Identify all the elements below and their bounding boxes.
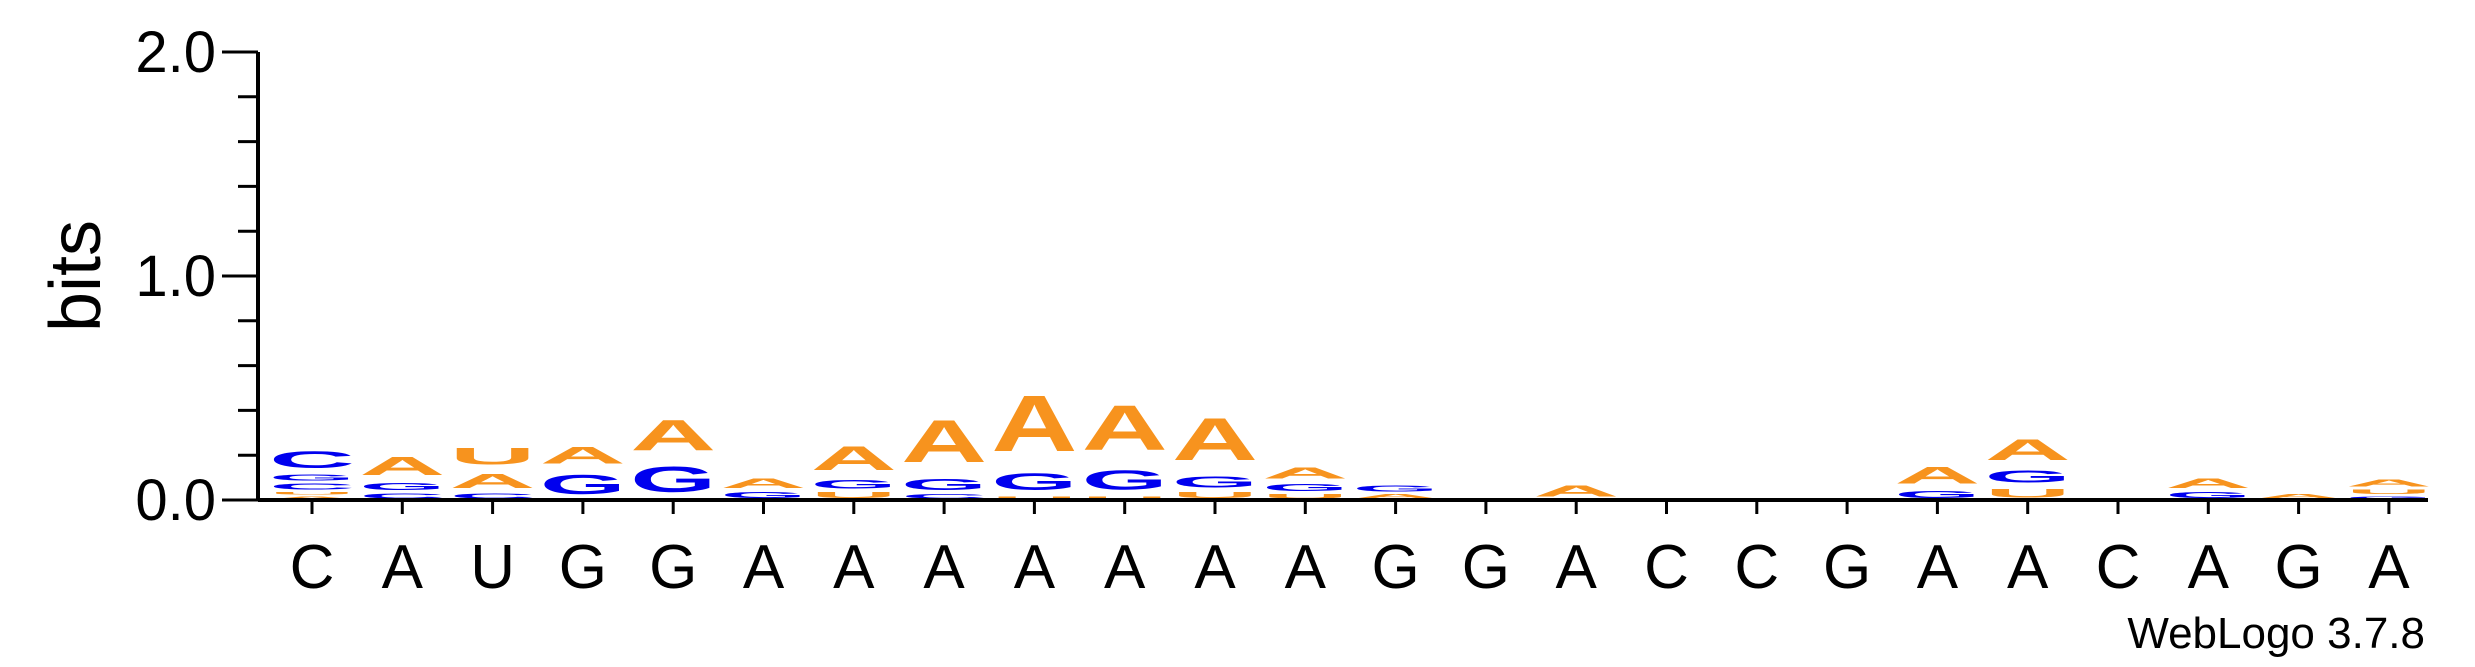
logo-letter-C: C (269, 446, 355, 473)
letter-stack: GUA (2346, 478, 2432, 500)
position-label: A (2007, 533, 2049, 602)
letter-stack: AG (1353, 484, 1439, 500)
letter-stack: UGA (1172, 406, 1258, 500)
logo-letter-A: A (540, 442, 626, 469)
position-label: G (1823, 533, 1871, 602)
y-axis-title: bits (36, 220, 116, 332)
letter-stack: A (1533, 482, 1619, 500)
position-label: G (1462, 533, 1510, 602)
logo-letter-G: G (1172, 473, 1258, 491)
position-label: C (1644, 533, 1689, 602)
logo-letter-G: G (1082, 464, 1168, 495)
position-label: A (1285, 533, 1327, 602)
logo-letter-G: G (630, 460, 716, 500)
position-label: C (2096, 533, 2141, 602)
logo-letter-A: A (1533, 482, 1619, 500)
logo-letter-C: C (269, 482, 355, 491)
logo-letter-A: A (811, 439, 897, 477)
y-tick-label: 0.0 (135, 468, 216, 533)
logo-letter-A: A (991, 379, 1077, 468)
logo-letter-A: A (1082, 393, 1168, 465)
position-label: U (470, 533, 515, 602)
position-label: G (1371, 533, 1419, 602)
logo-letter-A: A (721, 475, 807, 491)
position-label: A (833, 533, 875, 602)
position-label: A (1917, 533, 1959, 602)
letter-stack: UGA (1262, 464, 1348, 500)
logo-letter-G: G (1262, 482, 1348, 493)
logo-letter-U: U (269, 491, 355, 495)
logo-letter-A: A (630, 411, 716, 460)
logo-letter-G: G (540, 469, 626, 500)
logo-letter-A: A (1985, 433, 2071, 467)
logo-letter-A: A (359, 452, 445, 481)
position-label: A (2188, 533, 2230, 602)
logo-letter-A: A (2165, 475, 2251, 491)
letter-stack: GA (1894, 462, 1980, 500)
letter-stack: GA (540, 442, 626, 500)
logo-letter-A: A (1894, 462, 1980, 489)
logo-letter-G: G (991, 469, 1077, 496)
letter-stack: GA (2165, 475, 2251, 500)
logo-letter-A: A (901, 408, 987, 475)
logo-letter-U: U (2346, 489, 2432, 496)
logo-letter-A: A (1262, 464, 1348, 482)
weblogo-credit: WebLogo 3.7.8 (2127, 609, 2425, 658)
letter-stack: GA (721, 475, 807, 500)
position-label: A (382, 533, 424, 602)
letter-stack: CGA (901, 408, 987, 500)
letter-stack: CAU (450, 443, 536, 500)
position-label: A (2368, 533, 2410, 602)
position-label: C (290, 533, 335, 602)
letter-stack: UGA (1082, 393, 1168, 500)
logo-letter-A: A (1172, 406, 1258, 473)
logo-letter-G: G (811, 478, 897, 491)
position-label: C (1734, 533, 1779, 602)
letter-stack: UGA (991, 379, 1077, 500)
letter-stack: UGA (811, 439, 897, 499)
logo-letter-G: G (359, 481, 445, 492)
letter-stack: UGA (1985, 433, 2071, 500)
y-tick-label: 2.0 (135, 20, 216, 85)
y-tick-label: 1.0 (135, 244, 216, 309)
position-label: G (2274, 533, 2322, 602)
position-label: A (923, 533, 965, 602)
logo-letter-G: G (1353, 484, 1439, 493)
logo-letter-G: G (901, 475, 987, 493)
logo-letter-A: A (2346, 478, 2432, 489)
logo-letter-U: U (450, 443, 536, 470)
position-label: A (743, 533, 785, 602)
position-label: G (649, 533, 697, 602)
position-label: A (1556, 533, 1598, 602)
position-label: A (1014, 533, 1056, 602)
letter-stack: CGA (359, 452, 445, 500)
logo-letter-A: A (450, 470, 536, 492)
position-label: A (1194, 533, 1236, 602)
position-label: G (559, 533, 607, 602)
logo-letter-G: G (1985, 466, 2071, 486)
y-axis: 0.0 1.0 2.0 (135, 20, 258, 533)
logo-letter-U: U (1985, 486, 2071, 499)
logo-letter-G: G (269, 473, 355, 482)
position-label: A (1104, 533, 1146, 602)
letter-stack: GA (630, 411, 716, 500)
